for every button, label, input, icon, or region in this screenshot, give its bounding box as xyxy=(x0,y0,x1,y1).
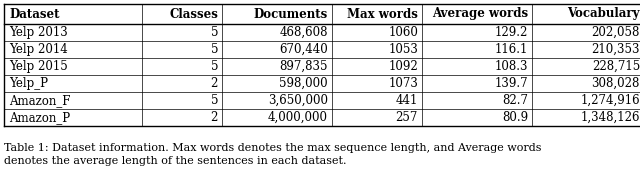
Text: 2: 2 xyxy=(211,77,218,90)
Text: 1053: 1053 xyxy=(388,43,418,56)
Text: 5: 5 xyxy=(211,26,218,39)
Text: 598,000: 598,000 xyxy=(280,77,328,90)
Text: 308,028: 308,028 xyxy=(591,77,640,90)
Text: 441: 441 xyxy=(396,94,418,107)
Text: 80.9: 80.9 xyxy=(502,111,528,124)
Text: 257: 257 xyxy=(396,111,418,124)
Text: Yelp_P: Yelp_P xyxy=(9,77,48,90)
Text: Vocabulary: Vocabulary xyxy=(568,8,640,20)
Text: 202,058: 202,058 xyxy=(591,26,640,39)
Text: 228,715: 228,715 xyxy=(592,60,640,73)
Text: Average words: Average words xyxy=(432,8,528,20)
Text: 1,348,126: 1,348,126 xyxy=(580,111,640,124)
Text: 1092: 1092 xyxy=(388,60,418,73)
Text: 5: 5 xyxy=(211,94,218,107)
Text: Yelp 2015: Yelp 2015 xyxy=(9,60,68,73)
Text: 82.7: 82.7 xyxy=(502,94,528,107)
Text: Classes: Classes xyxy=(169,8,218,20)
Text: 5: 5 xyxy=(211,43,218,56)
Text: Max words: Max words xyxy=(347,8,418,20)
Text: 116.1: 116.1 xyxy=(495,43,528,56)
Text: 5: 5 xyxy=(211,60,218,73)
Text: 897,835: 897,835 xyxy=(280,60,328,73)
Text: 3,650,000: 3,650,000 xyxy=(268,94,328,107)
Text: Yelp 2013: Yelp 2013 xyxy=(9,26,68,39)
Text: 2: 2 xyxy=(211,111,218,124)
Text: 4,000,000: 4,000,000 xyxy=(268,111,328,124)
Text: Amazon_F: Amazon_F xyxy=(9,94,70,107)
Text: Dataset: Dataset xyxy=(9,8,60,20)
Text: 670,440: 670,440 xyxy=(279,43,328,56)
Text: 210,353: 210,353 xyxy=(591,43,640,56)
Text: 1,274,916: 1,274,916 xyxy=(580,94,640,107)
Text: 1073: 1073 xyxy=(388,77,418,90)
Text: 468,608: 468,608 xyxy=(280,26,328,39)
Text: 129.2: 129.2 xyxy=(495,26,528,39)
Text: 1060: 1060 xyxy=(388,26,418,39)
Text: 139.7: 139.7 xyxy=(494,77,528,90)
Text: Yelp 2014: Yelp 2014 xyxy=(9,43,68,56)
Text: Amazon_P: Amazon_P xyxy=(9,111,70,124)
Text: 108.3: 108.3 xyxy=(495,60,528,73)
Text: Documents: Documents xyxy=(253,8,328,20)
Text: Table 1: Dataset information. Max words denotes the max sequence length, and Ave: Table 1: Dataset information. Max words … xyxy=(4,143,541,166)
